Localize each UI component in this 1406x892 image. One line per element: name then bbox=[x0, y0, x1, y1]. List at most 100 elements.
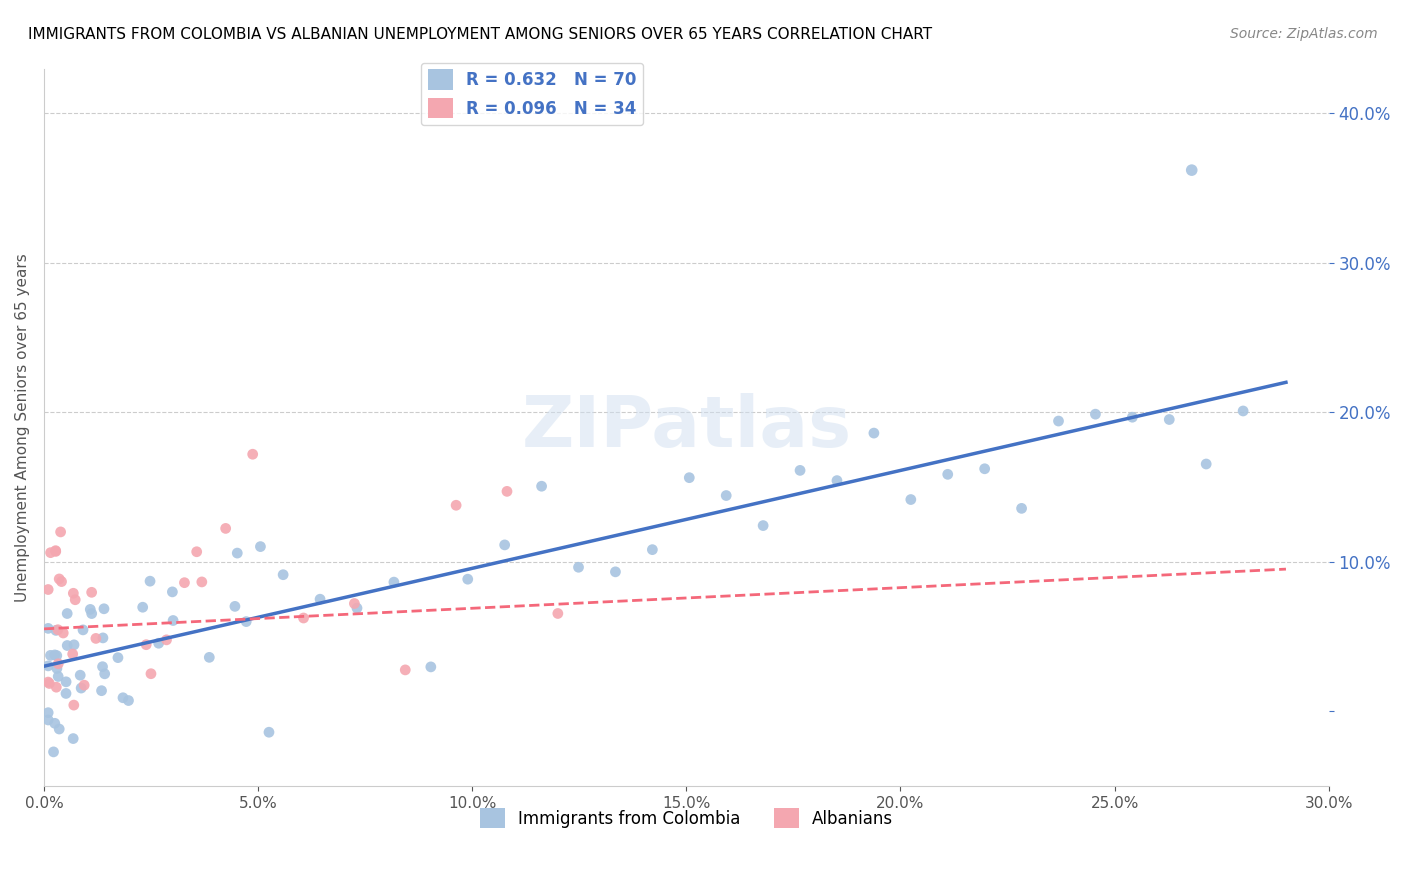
Point bbox=[226, 546, 249, 560]
Point bbox=[91, 659, 114, 673]
Point bbox=[93, 601, 115, 615]
Point bbox=[343, 597, 366, 611]
Point bbox=[1181, 163, 1204, 178]
Point bbox=[186, 545, 208, 559]
Point bbox=[752, 518, 775, 533]
Point bbox=[271, 567, 294, 582]
Point bbox=[38, 676, 60, 690]
Point bbox=[716, 489, 738, 503]
Point bbox=[1011, 501, 1033, 516]
Point bbox=[37, 713, 59, 727]
Text: ZIPatlas: ZIPatlas bbox=[522, 392, 852, 462]
Point bbox=[394, 663, 416, 677]
Point bbox=[42, 745, 65, 759]
Point bbox=[346, 601, 368, 615]
Point bbox=[39, 546, 62, 560]
Point bbox=[55, 686, 77, 700]
Point bbox=[131, 600, 153, 615]
Point bbox=[789, 463, 811, 477]
Point bbox=[44, 716, 66, 731]
Point bbox=[45, 624, 67, 638]
Point bbox=[139, 666, 162, 681]
Point bbox=[46, 657, 69, 671]
Point bbox=[419, 660, 441, 674]
Point bbox=[148, 636, 170, 650]
Point bbox=[80, 585, 103, 599]
Point bbox=[91, 631, 114, 645]
Point bbox=[63, 638, 86, 652]
Point bbox=[936, 467, 959, 482]
Point bbox=[117, 693, 139, 707]
Point bbox=[162, 614, 184, 628]
Point bbox=[135, 638, 157, 652]
Point bbox=[242, 447, 264, 461]
Point bbox=[107, 650, 129, 665]
Point bbox=[63, 592, 86, 607]
Point bbox=[1159, 412, 1181, 426]
Point bbox=[37, 675, 59, 690]
Point bbox=[80, 607, 103, 621]
Text: IMMIGRANTS FROM COLOMBIA VS ALBANIAN UNEMPLOYMENT AMONG SENIORS OVER 65 YEARS CO: IMMIGRANTS FROM COLOMBIA VS ALBANIAN UNE… bbox=[28, 27, 932, 42]
Point bbox=[45, 543, 67, 558]
Point bbox=[45, 648, 67, 663]
Point bbox=[37, 706, 59, 720]
Point bbox=[224, 599, 246, 614]
Point bbox=[641, 542, 664, 557]
Point bbox=[567, 560, 589, 574]
Point bbox=[1232, 404, 1254, 418]
Point bbox=[292, 611, 315, 625]
Point bbox=[235, 615, 257, 629]
Point bbox=[605, 565, 627, 579]
Point bbox=[111, 690, 134, 705]
Point bbox=[496, 484, 519, 499]
Point bbox=[444, 498, 467, 512]
Y-axis label: Unemployment Among Seniors over 65 years: Unemployment Among Seniors over 65 years bbox=[15, 252, 30, 601]
Point bbox=[62, 586, 84, 600]
Point bbox=[678, 471, 700, 485]
Point bbox=[46, 669, 69, 683]
Text: Source: ZipAtlas.com: Source: ZipAtlas.com bbox=[1230, 27, 1378, 41]
Point bbox=[139, 574, 162, 589]
Point bbox=[73, 678, 96, 692]
Point bbox=[214, 521, 236, 535]
Point bbox=[62, 698, 84, 712]
Point bbox=[48, 722, 70, 736]
Point bbox=[1195, 457, 1218, 471]
Point bbox=[48, 572, 70, 586]
Point bbox=[45, 680, 67, 694]
Legend: Immigrants from Colombia, Albanians: Immigrants from Colombia, Albanians bbox=[472, 801, 900, 835]
Point bbox=[62, 731, 84, 746]
Point bbox=[382, 575, 405, 590]
Point bbox=[72, 623, 94, 637]
Point bbox=[863, 426, 886, 441]
Point bbox=[44, 648, 66, 662]
Point bbox=[55, 674, 77, 689]
Point bbox=[46, 623, 69, 637]
Point bbox=[257, 725, 280, 739]
Point bbox=[900, 492, 922, 507]
Point bbox=[1047, 414, 1070, 428]
Point bbox=[162, 585, 184, 599]
Point bbox=[39, 648, 62, 663]
Point bbox=[37, 582, 59, 597]
Point bbox=[155, 632, 177, 647]
Point bbox=[45, 661, 67, 675]
Point bbox=[1121, 410, 1143, 425]
Point bbox=[70, 681, 93, 695]
Point bbox=[547, 607, 569, 621]
Point bbox=[191, 574, 214, 589]
Point bbox=[457, 572, 479, 586]
Point bbox=[173, 575, 195, 590]
Point bbox=[56, 639, 79, 653]
Point bbox=[37, 658, 59, 673]
Point bbox=[198, 650, 221, 665]
Point bbox=[45, 544, 67, 558]
Point bbox=[90, 683, 112, 698]
Point bbox=[494, 538, 516, 552]
Point bbox=[1084, 407, 1107, 421]
Point bbox=[249, 540, 271, 554]
Point bbox=[973, 462, 995, 476]
Point bbox=[56, 607, 79, 621]
Point bbox=[37, 621, 59, 635]
Point bbox=[62, 647, 84, 661]
